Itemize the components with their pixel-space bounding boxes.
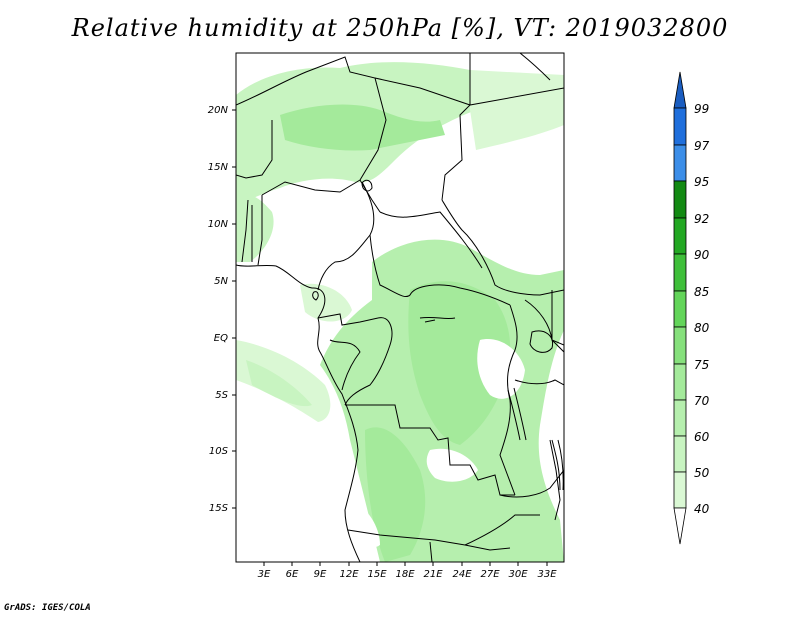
lat-label: EQ: [214, 333, 228, 344]
coastline-west: [236, 264, 361, 562]
colorbar-labels: 99 97 95 92 90 85 80 75 70 60 50 40: [694, 102, 710, 516]
border-benin: [257, 195, 263, 266]
colorbar-label: 92: [694, 212, 709, 226]
border-mali-niger: [236, 120, 273, 179]
colorbar-swatch-97-99: [673, 107, 687, 146]
border-namibia-botswana: [429, 541, 433, 562]
colorbar-swatch-75-80: [673, 326, 687, 365]
humidity-shading: [236, 62, 564, 562]
lon-label: 18E: [395, 569, 415, 580]
colorbar-label: 97: [694, 139, 710, 153]
border-ghana: [241, 199, 249, 263]
border-zambia-zimbabwe: [464, 514, 540, 546]
border-cameroon-car: [369, 234, 511, 306]
colorbar-top-arrow: [673, 71, 687, 109]
lake-chad: [361, 179, 373, 192]
lat-ticks: [232, 109, 236, 509]
humidity-gulf-patch: [300, 283, 352, 322]
humidity-atlantic-streak-2: [246, 360, 312, 407]
colorbar-label: 60: [694, 430, 710, 444]
lake-tanganyika: [507, 387, 527, 441]
border-chad-car: [379, 211, 483, 269]
colorbar-label: 85: [694, 285, 709, 299]
border-red-sea: [519, 53, 551, 81]
border-egypt-sudan: [469, 53, 564, 106]
border-drc-east: [499, 304, 518, 496]
border-libya-chad: [374, 77, 471, 201]
humidity-south-core: [365, 427, 426, 562]
lon-label: 24E: [452, 569, 472, 580]
humidity-band-north-light: [470, 70, 564, 150]
colorbar-label: 40: [694, 502, 710, 516]
lat-label: 10N: [208, 219, 229, 230]
colorbar-swatch-90-92: [673, 217, 687, 255]
lon-label: 3E: [258, 569, 271, 580]
colorbar-bottom-arrow: [673, 507, 687, 545]
lake-victoria: [529, 330, 554, 353]
colorbar-swatch-40-50: [673, 471, 687, 509]
map-frame: [235, 52, 565, 563]
colorbar-swatch-70-75: [673, 363, 687, 401]
bioko-island: [312, 291, 319, 301]
humidity-central-inner: [408, 281, 511, 445]
river-congo: [419, 316, 456, 323]
colorbar: [673, 71, 687, 545]
border-angola-namibia: [347, 529, 511, 551]
map-title: Relative humidity at 250hPa [%], VT: 201…: [71, 14, 729, 42]
colorbar-swatch-80-85: [673, 290, 687, 328]
colorbar-label: 70: [694, 394, 710, 408]
lon-label: 6E: [286, 569, 299, 580]
humidity-band-north-core: [280, 104, 445, 151]
lon-label: 21E: [423, 569, 443, 580]
colorbar-label: 80: [694, 321, 710, 335]
border-tanzania: [514, 379, 564, 386]
grads-credit: GrADS: IGES/COLA: [4, 603, 91, 613]
humidity-west-strip: [236, 193, 274, 262]
border-cameroon-gabon: [317, 313, 379, 326]
border-algeria-niger: [236, 56, 387, 181]
lon-label: 9E: [314, 569, 327, 580]
lon-label: 12E: [339, 569, 359, 580]
lat-label: 5S: [215, 390, 228, 401]
colorbar-swatch-95-97: [673, 144, 687, 182]
lat-label: 5N: [214, 276, 228, 287]
border-niger-nigeria: [261, 179, 381, 213]
lon-ticks: [263, 562, 548, 566]
lon-label: 27E: [480, 569, 500, 580]
lat-label: 20N: [208, 105, 229, 116]
lon-label: 33E: [537, 569, 557, 580]
border-malawi: [549, 439, 561, 521]
lat-axis: 20N 15N 10N 5N EQ 5S 10S 15S: [208, 105, 229, 514]
border-car-sudan: [441, 199, 564, 296]
lon-axis: 3E 6E 9E 12E 15E 18E 21E 24E 27E 30E 33E: [258, 569, 558, 580]
colorbar-swatch-92-95: [673, 180, 687, 219]
lat-label: 15N: [208, 162, 229, 173]
dry-patch-southwest: [348, 500, 380, 548]
lon-label: 30E: [508, 569, 528, 580]
colorbar-label: 90: [694, 248, 710, 262]
colorbar-swatch-85-90: [673, 253, 687, 292]
lake-malawi: [551, 439, 564, 491]
border-zambia: [499, 469, 564, 498]
colorbar-label: 50: [694, 466, 710, 480]
lat-label: 15S: [209, 503, 229, 514]
colorbar-swatch-50-60: [673, 435, 687, 473]
border-congo-drc: [344, 317, 393, 406]
border-nigeria-cameroon: [317, 181, 375, 291]
colorbar-label: 75: [694, 358, 709, 372]
country-borders: [236, 53, 564, 562]
lat-label: 10S: [209, 446, 229, 457]
border-drc-angola: [345, 404, 515, 496]
colorbar-label: 95: [694, 175, 709, 189]
lon-label: 15E: [367, 569, 387, 580]
colorbar-swatch-60-70: [673, 399, 687, 437]
colorbar-label: 99: [694, 102, 709, 116]
border-gabon-congo: [329, 339, 361, 391]
